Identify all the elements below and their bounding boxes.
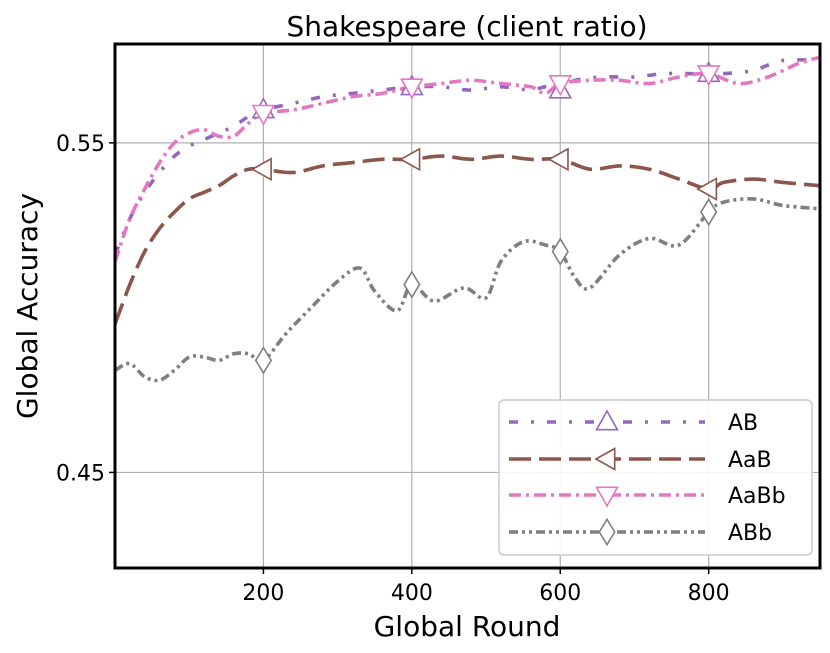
- plot-frame: [113, 42, 822, 570]
- legend-label: AaB: [728, 448, 772, 473]
- y-axis-label: Global Accuracy: [11, 193, 44, 419]
- x-tick-label: 800: [688, 581, 730, 606]
- chart-title: Shakespeare (client ratio): [286, 10, 647, 43]
- marker-layer: [250, 61, 721, 375]
- x-tick-label: 400: [391, 581, 433, 606]
- series-layer: [115, 55, 820, 383]
- data-point-AaB: [547, 147, 569, 172]
- legend-marker-ABb: [598, 517, 616, 547]
- data-point-AaB: [399, 147, 421, 172]
- data-point-AaB: [250, 157, 272, 182]
- legend-label: ABb: [728, 521, 772, 546]
- legend-label: AaBb: [728, 484, 786, 509]
- x-tick-label: 600: [539, 581, 581, 606]
- data-point-ABb: [551, 237, 569, 266]
- legend-label: AB: [728, 411, 758, 436]
- legend-marker-AB: [595, 409, 619, 431]
- y-tick-label: 0.55: [56, 132, 105, 157]
- grid: [115, 44, 820, 568]
- data-point-ABb: [700, 197, 718, 227]
- data-point-AaB: [696, 177, 718, 201]
- legend-box: [498, 399, 813, 556]
- x-tick-label: 200: [242, 581, 284, 606]
- data-point-AaBb: [400, 78, 424, 100]
- series-line-AaBb: [115, 55, 820, 263]
- data-point-AaBb: [548, 75, 573, 97]
- series-line-AaB: [115, 154, 820, 325]
- x-axis-label: Global Round: [374, 610, 561, 643]
- data-point-AaBb: [696, 65, 721, 87]
- data-point-ABb: [254, 346, 273, 375]
- legend-marker-AaBb: [595, 486, 619, 508]
- series-line-AB: [115, 57, 820, 256]
- legend-marker-AaB: [594, 447, 616, 471]
- data-point-AaBb: [251, 104, 276, 126]
- legend: AB AaB AaBb ABb: [498, 399, 813, 556]
- series-line-ABb: [115, 196, 820, 383]
- y-tick-label: 0.45: [56, 461, 105, 486]
- data-point-ABb: [403, 270, 421, 299]
